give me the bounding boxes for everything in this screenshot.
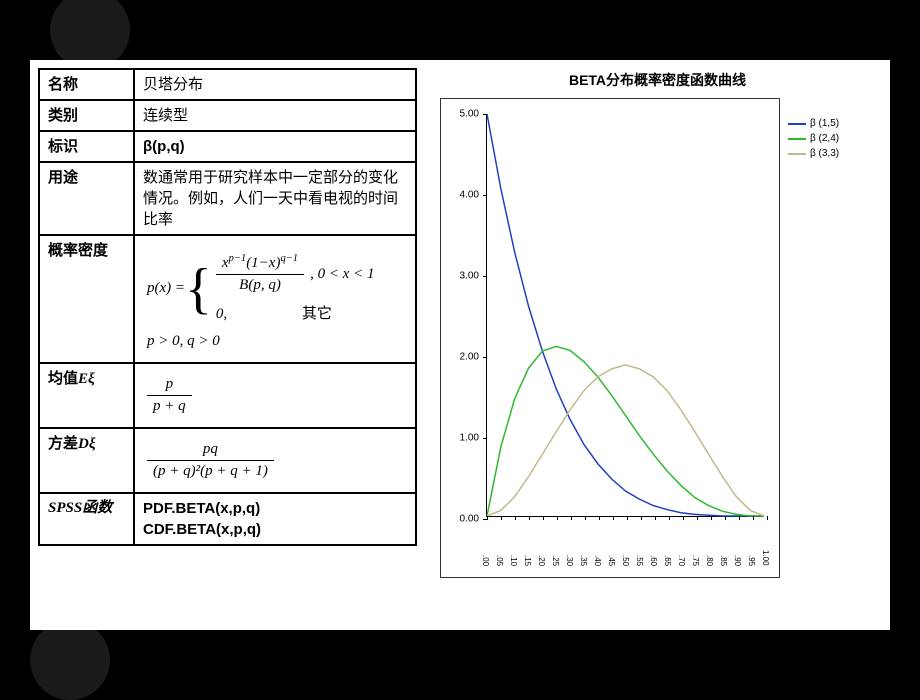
density-case2: 0, xyxy=(216,304,296,325)
y-tick-label: 3.00 xyxy=(447,271,479,282)
x-tick-label: .50 xyxy=(620,555,634,566)
row-spss-label: SPSS函数 xyxy=(39,493,134,545)
legend-line-icon xyxy=(788,153,806,155)
frac-x: x xyxy=(222,255,229,271)
row-var-value: pq (p + q)²(p + q + 1) xyxy=(134,428,416,493)
slide-content: 名称 贝塔分布 类别 连续型 标识 β(p,q) 用途 数通常用于研究样本中一定… xyxy=(30,60,890,630)
chart-pane: BETA分布概率密度函数曲线 0.00 1.00 2.00 3.00 4.00 5.00.… xyxy=(425,60,890,630)
legend-label: β (3,3) xyxy=(810,148,839,159)
frac-exp1: p−1 xyxy=(229,253,247,264)
x-tick-label: .20 xyxy=(536,555,550,566)
x-tick-label: .00 xyxy=(480,555,494,566)
var-den: (p + q)²(p + q + 1) xyxy=(147,460,274,482)
legend-line-icon xyxy=(788,138,806,140)
density-cond1: , 0 < x < 1 xyxy=(310,264,374,285)
row-symbol-label: 标识 xyxy=(39,131,134,162)
x-tick-label: .15 xyxy=(522,555,536,566)
var-num: pq xyxy=(147,439,274,460)
x-tick-label: .45 xyxy=(606,555,620,566)
x-tick-label: .65 xyxy=(662,555,676,566)
legend-item: β (1,5) xyxy=(788,118,858,129)
mean-num: p xyxy=(147,374,192,395)
chart-box: 0.00 1.00 2.00 3.00 4.00 5.00 .00.05.10.15.20.… xyxy=(440,98,780,578)
x-tick-label: .35 xyxy=(578,555,592,566)
x-tick-label: .10 xyxy=(508,555,522,566)
row-usage-value: 数通常用于研究样本中一定部分的变化情况。例如，人们一天中看电视的时间比率 xyxy=(134,162,416,235)
row-spss-value: PDF.BETA(x,p,q) CDF.BETA(x,p,q) xyxy=(134,493,416,545)
x-tick-label: .85 xyxy=(718,555,732,566)
legend-line-icon xyxy=(788,123,806,125)
series-line xyxy=(487,365,764,516)
decorative-circle xyxy=(30,620,110,700)
density-constraint: p > 0, q > 0 xyxy=(147,331,403,352)
row-type-label: 类别 xyxy=(39,100,134,131)
row-mean-value: p p + q xyxy=(134,363,416,428)
y-tick-label: 5.00 xyxy=(447,109,479,120)
distribution-info-table: 名称 贝塔分布 类别 连续型 标识 β(p,q) 用途 数通常用于研究样本中一定… xyxy=(38,68,417,546)
x-tick-label: .25 xyxy=(550,555,564,566)
brace-icon: { xyxy=(185,261,212,317)
x-tick-label: .55 xyxy=(634,555,648,566)
plot-area: 0.001.002.003.004.005.00.00.05.10.15.20.… xyxy=(486,114,764,517)
density-cond2: 其它 xyxy=(302,304,332,325)
legend-item: β (2,4) xyxy=(788,133,858,144)
x-tick-label: .80 xyxy=(704,555,718,566)
series-line xyxy=(487,114,764,516)
row-mean-label: 均值Eξ xyxy=(39,363,134,428)
y-tick-label: 0.00 xyxy=(447,514,479,525)
legend-item: β (3,3) xyxy=(788,148,858,159)
mean-den: p + q xyxy=(147,395,192,417)
curves-svg xyxy=(487,114,764,516)
frac-den: B(p, q) xyxy=(216,274,304,296)
x-tick-label: .40 xyxy=(592,555,606,566)
row-usage-label: 用途 xyxy=(39,162,134,235)
x-tick-label: .75 xyxy=(690,555,704,566)
row-density-label: 概率密度 xyxy=(39,235,134,363)
chart-legend: β (1,5) β (2,4) β (3,3) xyxy=(788,98,858,620)
y-tick-label: 4.00 xyxy=(447,190,479,201)
legend-label: β (1,5) xyxy=(810,118,839,129)
frac-exp2: q−1 xyxy=(280,253,298,264)
spss-pdf: PDF.BETA(x,p,q) xyxy=(143,498,407,519)
row-type-value: 连续型 xyxy=(134,100,416,131)
density-px: p(x) = xyxy=(147,278,185,299)
row-name-label: 名称 xyxy=(39,69,134,100)
x-tick-label: .30 xyxy=(564,555,578,566)
row-symbol-value: β(p,q) xyxy=(134,131,416,162)
legend-label: β (2,4) xyxy=(810,133,839,144)
row-density-value: p(x) = { xp−1(1−x)q−1 B(p, q) xyxy=(134,235,416,363)
spss-cdf: CDF.BETA(x,p,q) xyxy=(143,519,407,540)
y-tick-label: 1.00 xyxy=(447,433,479,444)
x-tick-label: .60 xyxy=(648,555,662,566)
frac-mid: (1−x) xyxy=(246,255,280,271)
info-table-pane: 名称 贝塔分布 类别 连续型 标识 β(p,q) 用途 数通常用于研究样本中一定… xyxy=(30,60,425,630)
x-tick-label: .90 xyxy=(732,555,746,566)
x-tick-label: 1.00 xyxy=(760,550,774,566)
x-tick-label: .95 xyxy=(746,555,760,566)
row-name-value: 贝塔分布 xyxy=(134,69,416,100)
y-tick-label: 2.00 xyxy=(447,352,479,363)
x-tick-label: .05 xyxy=(494,555,508,566)
row-var-label: 方差Dξ xyxy=(39,428,134,493)
chart-title: BETA分布概率密度函数曲线 xyxy=(440,70,875,90)
x-tick-label: .70 xyxy=(676,555,690,566)
